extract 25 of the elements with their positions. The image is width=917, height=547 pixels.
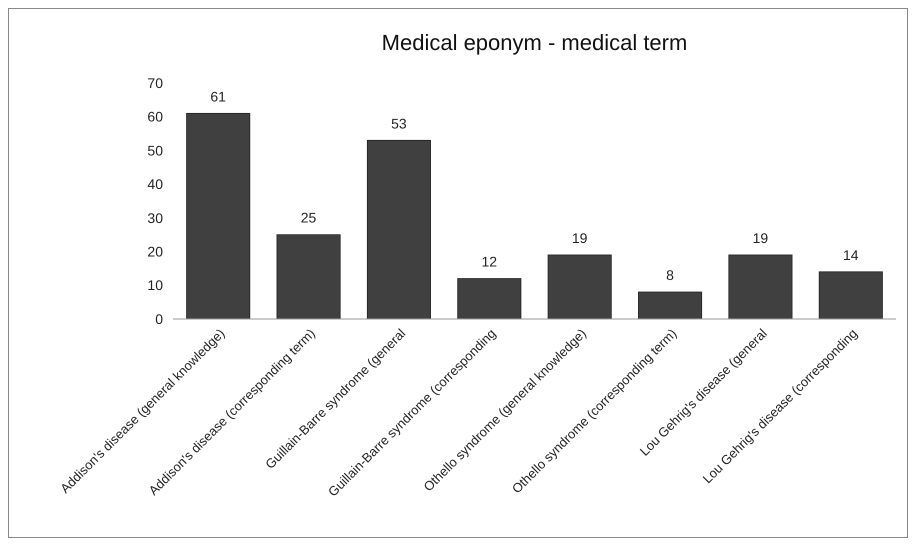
y-tick-label: 60 xyxy=(147,108,164,125)
data-label: 53 xyxy=(391,115,407,132)
bar xyxy=(457,278,522,320)
bar xyxy=(638,292,702,320)
y-tick-label: 0 xyxy=(155,310,164,327)
y-tick-label: 10 xyxy=(147,277,164,294)
y-tick-label: 70 xyxy=(147,74,164,91)
data-label: 19 xyxy=(752,230,768,246)
data-label: 8 xyxy=(666,267,674,284)
bar xyxy=(276,234,341,320)
y-tick-label: 40 xyxy=(147,176,164,192)
data-label: 12 xyxy=(482,254,498,270)
bar xyxy=(728,254,792,320)
chart-title: Medical eponym - medical term xyxy=(382,30,688,55)
y-tick-label: 50 xyxy=(147,142,164,158)
data-label: 19 xyxy=(572,230,588,246)
y-tick-label: 30 xyxy=(147,210,164,226)
data-label: 14 xyxy=(843,246,859,263)
bar xyxy=(366,140,431,320)
bar xyxy=(818,271,883,320)
y-tick-label: 20 xyxy=(147,243,164,260)
data-label: 25 xyxy=(300,210,317,226)
data-label: 61 xyxy=(210,88,226,104)
bar xyxy=(186,112,250,320)
bar xyxy=(548,254,612,320)
